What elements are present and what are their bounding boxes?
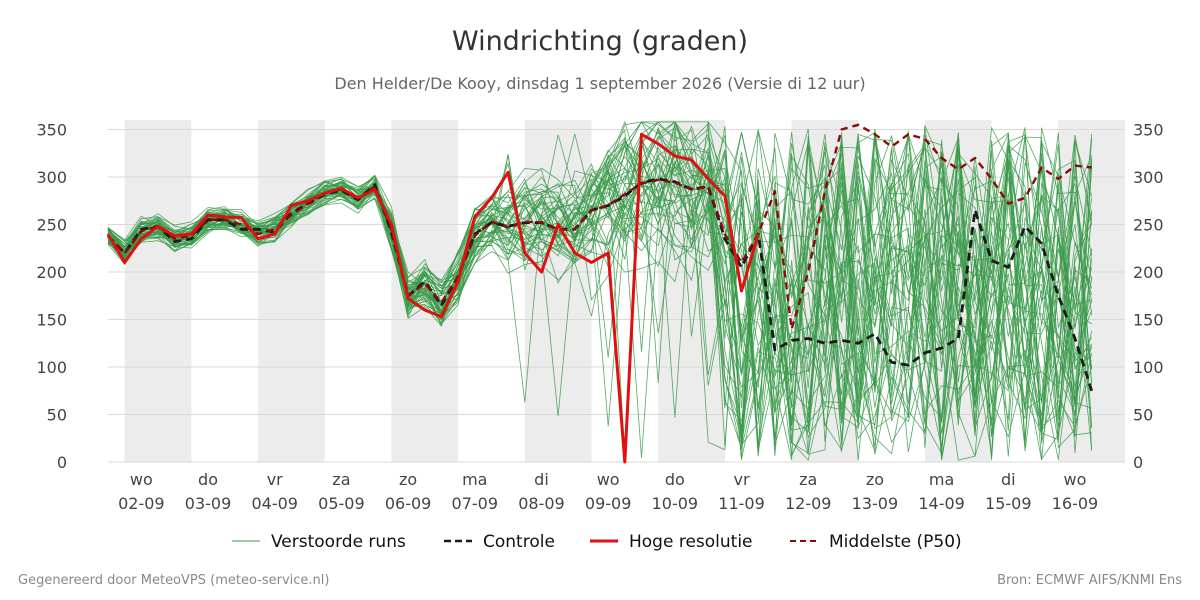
x-tick-day-15-09: di bbox=[1001, 470, 1016, 489]
chart-subtitle: Den Helder/De Kooy, dinsdag 1 september … bbox=[334, 74, 865, 93]
x-tick-date-04-09: 04-09 bbox=[251, 494, 298, 513]
series-line-solid-red bbox=[106, 132, 760, 464]
x-tick-date-05-09: 05-09 bbox=[318, 494, 365, 513]
x-tick-day-11-09: vr bbox=[734, 470, 750, 489]
ensemble-run-27 bbox=[107, 121, 1093, 454]
day-band-1 bbox=[258, 120, 325, 462]
x-tick-date-08-09: 08-09 bbox=[518, 494, 565, 513]
ensemble-run-19 bbox=[107, 121, 1093, 461]
y-tick-right-250: 250 bbox=[1133, 216, 1164, 235]
ensemble-run-45 bbox=[107, 133, 1093, 411]
ensemble-run-47 bbox=[107, 126, 1092, 442]
y-tick-right-350: 350 bbox=[1133, 121, 1164, 140]
x-tick-day-07-09: ma bbox=[462, 470, 487, 489]
ensemble-run-38 bbox=[107, 132, 1093, 461]
x-tick-date-13-09: 13-09 bbox=[852, 494, 899, 513]
footer-generated-by: Gegenereerd door MeteoVPS (meteo-service… bbox=[18, 573, 329, 588]
x-tick-day-12-09: za bbox=[799, 470, 817, 489]
x-tick-day-09-09: wo bbox=[597, 470, 620, 489]
x-tick-date-16-09: 16-09 bbox=[1052, 494, 1099, 513]
x-tick-date-14-09: 14-09 bbox=[918, 494, 965, 513]
ensemble-run-12 bbox=[107, 133, 1092, 451]
ensemble-run-43 bbox=[107, 121, 1093, 451]
y-tick-left-0: 0 bbox=[57, 453, 67, 472]
y-tick-left-100: 100 bbox=[36, 358, 67, 377]
y-tick-left-50: 50 bbox=[47, 406, 67, 425]
ensemble-run-46 bbox=[107, 126, 1093, 461]
day-band-0 bbox=[124, 120, 192, 462]
ensemble-run-8 bbox=[107, 145, 1093, 444]
ensemble-run-49 bbox=[107, 128, 1093, 449]
y-tick-left-250: 250 bbox=[36, 216, 67, 235]
footer-source: Bron: ECMWF AIFS/KNMI Ens bbox=[997, 573, 1182, 588]
x-tick-date-11-09: 11-09 bbox=[718, 494, 765, 513]
series-line-dashed-black bbox=[106, 177, 1094, 392]
x-tick-date-03-09: 03-09 bbox=[185, 494, 232, 513]
x-tick-date-10-09: 10-09 bbox=[652, 494, 699, 513]
y-tick-right-200: 200 bbox=[1133, 263, 1164, 282]
y-axis-left: 0 50 100 150 200 250 300 350 bbox=[36, 121, 67, 473]
x-tick-day-13-09: zo bbox=[866, 470, 884, 489]
x-tick-day-10-09: do bbox=[665, 470, 685, 489]
y-tick-right-150: 150 bbox=[1133, 311, 1164, 330]
chart-title: Windrichting (graden) bbox=[452, 26, 748, 57]
y-tick-left-200: 200 bbox=[36, 263, 67, 282]
legend-label-hoge: Hoge resolutie bbox=[629, 532, 753, 552]
y-tick-right-100: 100 bbox=[1133, 358, 1164, 377]
ensemble-runs bbox=[107, 120, 1093, 461]
ensemble-run-25 bbox=[107, 124, 1093, 454]
series-lines bbox=[106, 123, 1094, 464]
x-tick-date-15-09: 15-09 bbox=[985, 494, 1032, 513]
x-tick-day-06-09: zo bbox=[399, 470, 417, 489]
x-axis: wo 02-09 do 03-09 vr 04-09 za 05-09 zo 06-09 ma 07-… bbox=[118, 470, 1098, 513]
x-tick-date-02-09: 02-09 bbox=[118, 494, 165, 513]
x-tick-day-16-09: wo bbox=[1064, 470, 1087, 489]
x-tick-day-04-09: vr bbox=[267, 470, 283, 489]
x-tick-day-05-09: za bbox=[332, 470, 350, 489]
y-axis-right: 0 50 100 150 200 250 300 350 bbox=[1133, 121, 1164, 473]
ensemble-run-29 bbox=[107, 121, 1093, 458]
legend-label-controle: Controle bbox=[483, 532, 555, 552]
ensemble-run-39 bbox=[107, 133, 1093, 445]
x-tick-day-14-09: ma bbox=[929, 470, 954, 489]
x-tick-date-09-09: 09-09 bbox=[585, 494, 632, 513]
y-tick-right-50: 50 bbox=[1133, 406, 1153, 425]
x-tick-date-07-09: 07-09 bbox=[452, 494, 499, 513]
legend-label-verstoorde: Verstoorde runs bbox=[271, 532, 406, 552]
x-tick-date-06-09: 06-09 bbox=[385, 494, 432, 513]
y-tick-left-350: 350 bbox=[36, 121, 67, 140]
legend: Verstoorde runs Controle Hoge resolutie … bbox=[232, 532, 962, 552]
series-line-dashed-darkred bbox=[107, 123, 1092, 331]
y-tick-right-0: 0 bbox=[1133, 453, 1143, 472]
ensemble-run-40 bbox=[107, 140, 1093, 456]
y-tick-left-300: 300 bbox=[36, 168, 67, 187]
x-tick-day-03-09: do bbox=[198, 470, 218, 489]
legend-label-middelste: Middelste (P50) bbox=[829, 532, 962, 552]
x-tick-day-02-09: wo bbox=[130, 470, 153, 489]
x-tick-date-12-09: 12-09 bbox=[785, 494, 832, 513]
y-tick-left-150: 150 bbox=[36, 311, 67, 330]
y-tick-right-300: 300 bbox=[1133, 168, 1164, 187]
x-tick-day-08-09: di bbox=[534, 470, 549, 489]
